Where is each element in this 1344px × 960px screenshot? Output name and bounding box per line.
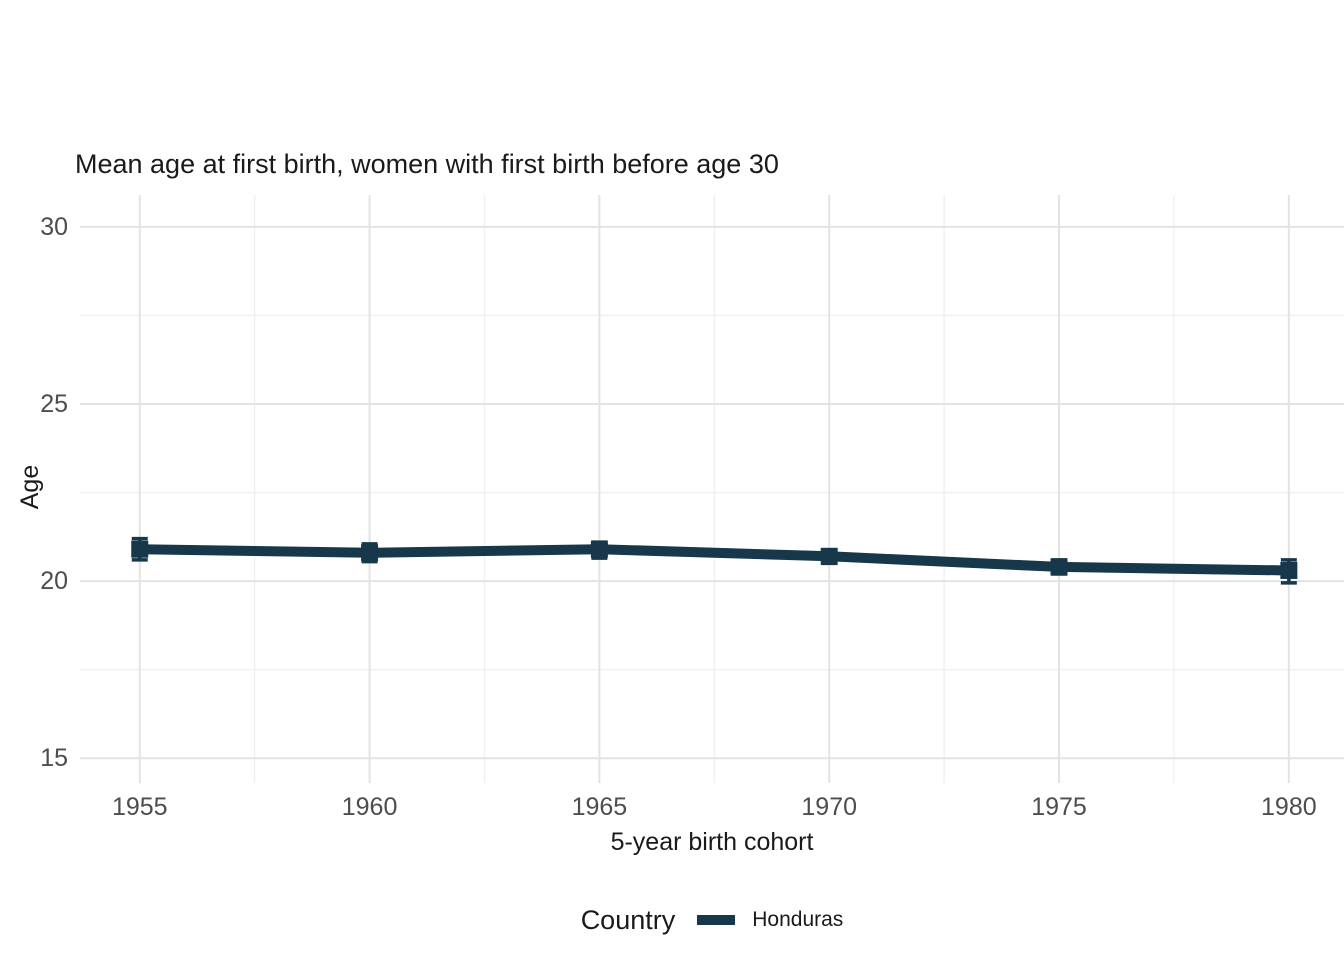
data-point-marker (1050, 558, 1068, 576)
x-tick-label: 1955 (111, 793, 168, 821)
x-tick-label: 1975 (1031, 793, 1087, 821)
x-axis-title: 5-year birth cohort (610, 828, 814, 856)
legend-label-honduras: Honduras (752, 908, 844, 931)
y-tick-label: 15 (40, 744, 68, 773)
y-tick-label: 20 (40, 567, 68, 596)
y-tick-label: 25 (40, 389, 68, 418)
chart-title: Mean age at first birth, women with firs… (75, 149, 779, 179)
data-point-marker (131, 540, 149, 558)
data-point-marker (820, 547, 838, 565)
y-axis-title: Age (16, 464, 44, 510)
x-tick-label: 1980 (1261, 793, 1317, 821)
x-tick-label: 1960 (341, 793, 398, 821)
legend: Country Honduras (80, 901, 1344, 939)
legend-title: Country (580, 904, 676, 935)
x-tick-label: 1965 (571, 793, 628, 821)
data-point-marker (361, 544, 379, 562)
series-line-honduras (139, 544, 1289, 576)
data-point-marker (1280, 561, 1298, 579)
legend-swatch-honduras (697, 915, 736, 925)
data-point-marker (590, 540, 608, 558)
y-tick-label: 30 (40, 212, 68, 241)
x-tick-label: 1970 (801, 793, 858, 821)
